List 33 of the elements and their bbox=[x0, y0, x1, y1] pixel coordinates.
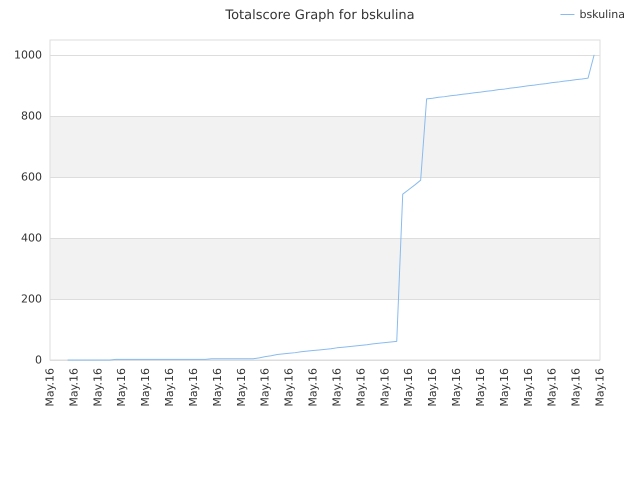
x-tick-label: May.16 bbox=[378, 368, 392, 407]
x-tick-label: May.16 bbox=[186, 368, 200, 407]
x-tick-label: May.16 bbox=[330, 368, 344, 407]
x-tick-label: May.16 bbox=[474, 368, 487, 407]
y-tick-label: 600 bbox=[21, 170, 42, 184]
y-tick-label: 800 bbox=[21, 110, 42, 123]
x-tick-label: May.16 bbox=[354, 368, 368, 407]
legend-label: bskulina bbox=[579, 8, 626, 21]
x-tick-label: May.16 bbox=[282, 368, 296, 407]
x-tick-label: May.16 bbox=[522, 368, 535, 407]
y-tick-label: 1000 bbox=[14, 48, 42, 62]
x-tick-label: May.16 bbox=[163, 368, 176, 407]
y-tick-label: 400 bbox=[21, 232, 42, 245]
x-tick-label: May.16 bbox=[498, 368, 511, 407]
x-tick-label: May.16 bbox=[44, 368, 56, 407]
x-tick-label: May.16 bbox=[115, 368, 128, 407]
x-tick-label: May.16 bbox=[234, 368, 248, 407]
x-tick-label: May.16 bbox=[91, 368, 104, 407]
x-tick-label: May.16 bbox=[402, 368, 416, 407]
y-tick-label: 200 bbox=[21, 292, 42, 306]
x-tick-label: May.16 bbox=[594, 368, 606, 407]
x-tick-label: May.16 bbox=[210, 368, 224, 407]
x-tick-label: May.16 bbox=[67, 368, 80, 407]
x-tick-label: May.16 bbox=[450, 368, 464, 407]
x-tick-label: May.16 bbox=[426, 368, 440, 407]
x-tick-label: May.16 bbox=[546, 368, 559, 407]
x-tick-label: May.16 bbox=[258, 368, 272, 407]
line-series bbox=[67, 54, 595, 360]
x-tick-label: May.16 bbox=[139, 368, 152, 407]
x-tick-label: May.16 bbox=[306, 368, 320, 407]
y-tick-label: 0 bbox=[35, 354, 42, 366]
x-tick-label: May.16 bbox=[570, 368, 583, 407]
chart-title: Totalscore Graph for bskulina bbox=[224, 8, 415, 23]
